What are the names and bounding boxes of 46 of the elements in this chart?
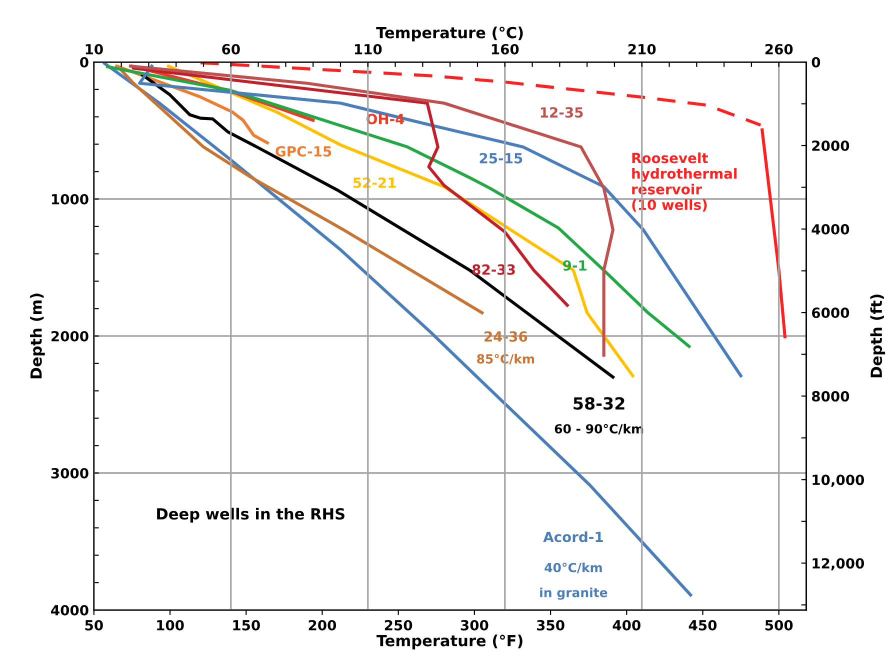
y2-tick-label: 6000 — [812, 308, 850, 318]
x-tick-label: 500 — [765, 620, 793, 630]
annotation: Deep wells in the RHS — [157, 508, 344, 523]
x-tick-label: 350 — [536, 620, 564, 630]
annotation: 85°C/km — [477, 354, 534, 365]
y2-tick-label: 0 — [812, 56, 820, 68]
x-tick-label: 400 — [612, 620, 640, 630]
series-label: GPC-15 — [276, 146, 332, 157]
y2-tick-label: 8000 — [812, 391, 850, 402]
x-axis-title: Temperature (°F) — [376, 634, 522, 650]
y2-axis-title: Depth (ft) — [870, 294, 886, 378]
x2-axis-title: Temperature (°C) — [376, 26, 523, 42]
x2-tick-label: 110 — [354, 44, 382, 54]
series-label: 12-35 — [540, 107, 583, 118]
x-tick-label: 100 — [157, 620, 184, 630]
annotation: 60 - 90°C/km — [554, 424, 644, 435]
x2-tick-label: 160 — [492, 44, 519, 54]
x2-tick-label: 60 — [222, 44, 240, 54]
y-tick-label: 1000 — [52, 194, 88, 204]
series-label: 24-36 — [484, 331, 528, 342]
y2-tick-label: 12,000 — [812, 558, 864, 570]
y-axis-title: Depth (m) — [30, 294, 45, 378]
x2-tick-label: 260 — [765, 44, 793, 54]
series-label: 52-21 — [353, 177, 396, 188]
annotation: 40°C/km — [544, 562, 602, 574]
y-tick-label: 3000 — [51, 468, 88, 478]
y-tick-label: 4000 — [51, 604, 88, 616]
x-tick-label: 50 — [85, 620, 103, 630]
y2-tick-label: 4000 — [812, 224, 850, 235]
series-label: 25-15 — [480, 152, 522, 164]
x-tick-label: 450 — [688, 620, 717, 630]
series-label: 82-33 — [472, 264, 515, 275]
y-tick-label: 2000 — [52, 330, 88, 342]
x-tick-label: 300 — [460, 620, 488, 630]
x2-tick-label: 10 — [86, 44, 103, 54]
y2-tick-label: 2000 — [812, 140, 850, 152]
x-tick-label: 250 — [384, 620, 412, 630]
x2-tick-label: 210 — [628, 44, 656, 54]
text: OH-4 — [366, 114, 404, 124]
series-label: 58-32 — [574, 397, 624, 410]
annotation: in granite — [540, 588, 608, 600]
series-label: Acord-1 — [543, 531, 603, 542]
x-tick-label: 200 — [308, 620, 336, 630]
y-tick-label: 0 — [80, 56, 88, 68]
x-tick-label: 150 — [233, 620, 260, 630]
y2-tick-label: 10,000 — [812, 474, 864, 487]
